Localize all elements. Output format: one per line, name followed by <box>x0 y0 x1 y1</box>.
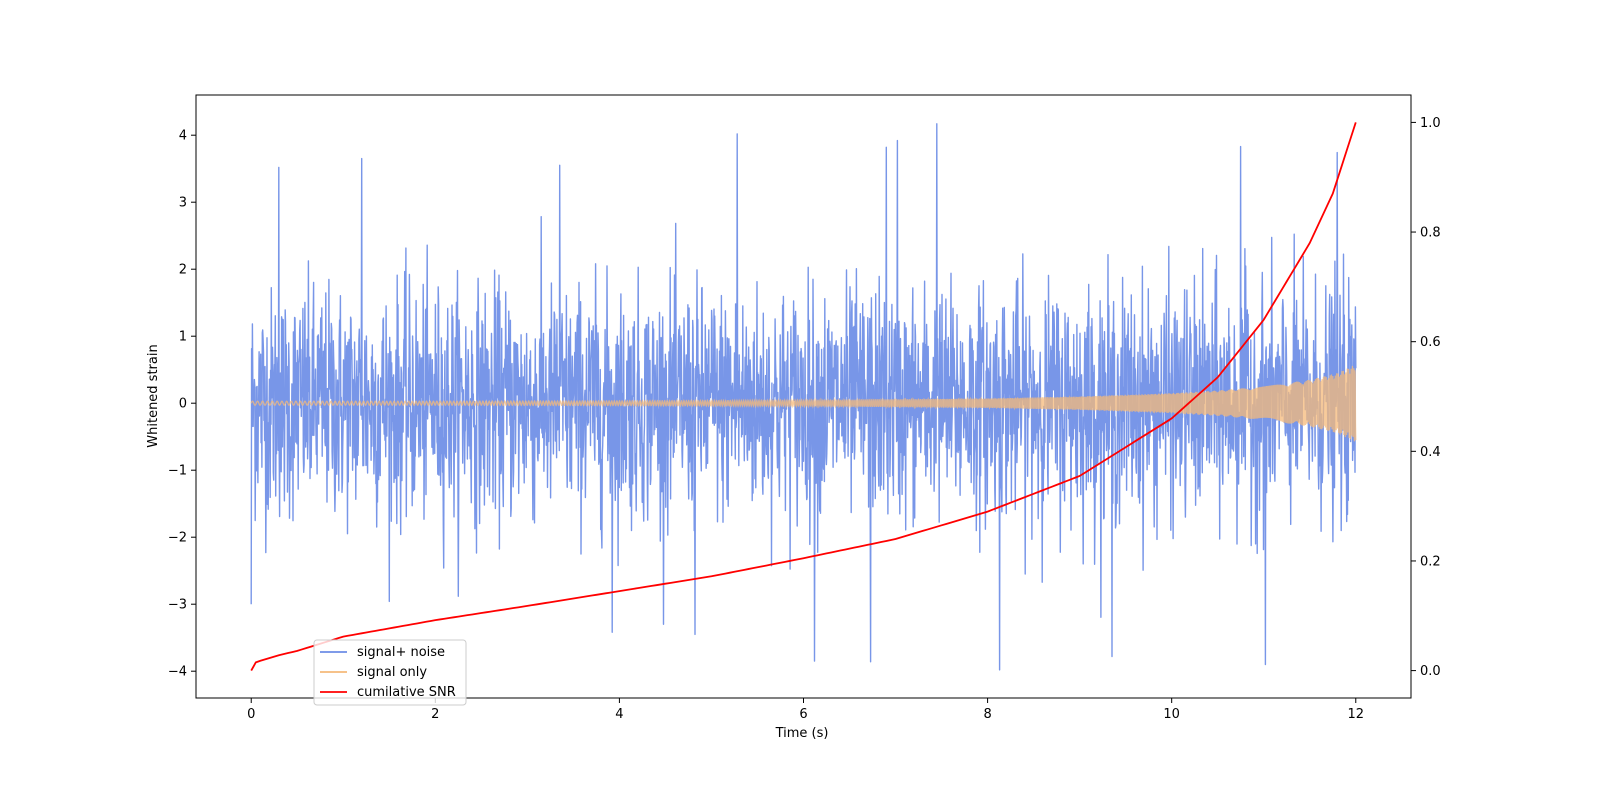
y-tick-label: −2 <box>168 531 187 546</box>
series-signal-only <box>250 365 1357 442</box>
legend: signal+ noise signal only cumilative SNR <box>313 639 467 706</box>
legend-box <box>313 639 467 706</box>
x-axis: 0 2 4 6 8 10 12 <box>247 698 1364 722</box>
x-tick-label: 12 <box>1347 707 1364 722</box>
y2-tick-label: 0.4 <box>1420 445 1441 460</box>
x-tick-label: 8 <box>983 707 991 722</box>
legend-label-signal-noise: signal+ noise <box>357 645 445 660</box>
y-tick-label: 0 <box>179 397 187 412</box>
y-tick-label: 1 <box>179 330 187 345</box>
series-signal-noise <box>250 123 1357 671</box>
y-tick-label: 4 <box>179 129 187 144</box>
y2-tick-label: 0.2 <box>1420 554 1441 569</box>
x-axis-label: Time (s) <box>775 726 829 741</box>
y2-tick-label: 0.6 <box>1420 335 1441 350</box>
x-tick-label: 6 <box>799 707 807 722</box>
plot-area <box>250 122 1357 672</box>
y2-tick-label: 0.0 <box>1420 664 1441 679</box>
y2-tick-label: 0.8 <box>1420 226 1441 241</box>
series-cumilative-snr <box>250 122 1357 672</box>
y-tick-label: −1 <box>168 464 187 479</box>
y-tick-label: −4 <box>168 665 187 680</box>
y-axis-left: −4 −3 −2 −1 0 1 2 3 4 <box>168 129 196 680</box>
y-tick-label: 2 <box>179 263 187 278</box>
legend-label-signal-only: signal only <box>357 665 427 680</box>
y-axis-label: Whitened strain <box>146 344 161 447</box>
legend-label-cumilative-snr: cumilative SNR <box>357 685 456 700</box>
x-tick-label: 0 <box>247 707 255 722</box>
y2-tick-label: 1.0 <box>1420 116 1441 131</box>
x-tick-label: 2 <box>431 707 439 722</box>
y-tick-label: 3 <box>179 196 187 211</box>
y-tick-label: −3 <box>168 598 187 613</box>
y-axis-right: 0.0 0.2 0.4 0.6 0.8 1.0 <box>1411 116 1441 679</box>
x-tick-label: 10 <box>1163 707 1180 722</box>
x-tick-label: 4 <box>615 707 623 722</box>
